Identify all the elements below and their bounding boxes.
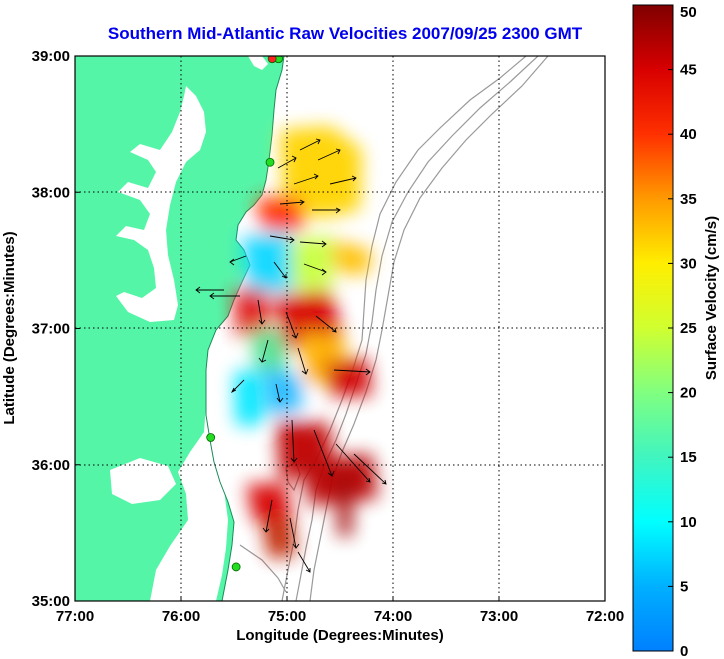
grid-lines (75, 56, 605, 601)
hf-radar-station-marker (267, 56, 277, 64)
lat-tick-label: 36:00 (32, 457, 70, 474)
vector-arrows (195, 138, 387, 573)
colorbar-tick-label: 5 (680, 578, 688, 595)
colorbar (632, 4, 674, 652)
lat-tick-label: 38:00 (32, 184, 70, 201)
delaware-bay (248, 56, 268, 70)
lon-tick-label: 77:00 (56, 608, 94, 625)
map-title: Southern Mid-Atlantic Raw Velocities 200… (108, 24, 583, 43)
x-axis-label: Longitude (Degrees:Minutes) (236, 627, 444, 644)
latitude-axis: 39:00 38:00 37:00 36:00 35:00 (32, 48, 80, 610)
hf-radar-station-marker (231, 562, 241, 572)
lat-tick-label: 35:00 (32, 593, 70, 610)
colorbar-tick-label: 45 (680, 62, 697, 79)
colorbar-tick-label: 10 (680, 514, 697, 531)
bathymetry-contours (239, 56, 549, 601)
y-axis-label: Latitude (Degrees:Minutes) (1, 231, 18, 424)
hf-radar-station-marker (265, 157, 275, 167)
colorbar-tick-label: 40 (680, 126, 697, 143)
lon-tick-label: 74:00 (374, 608, 412, 625)
lon-tick-label: 73:00 (480, 608, 518, 625)
lat-tick-label: 37:00 (32, 321, 70, 338)
velocity-field (234, 126, 378, 558)
lat-tick-label: 39:00 (32, 48, 70, 65)
hf-radar-station-marker (206, 433, 216, 442)
colorbar-tick-label: 20 (680, 385, 697, 402)
colorbar-tick-label: 15 (680, 449, 697, 466)
station-markers (206, 56, 283, 572)
longitude-axis: 77:00 76:00 75:00 74:00 73:00 72:00 (56, 596, 624, 625)
colorbar-tick-label: 50 (680, 4, 697, 21)
lon-tick-label: 76:00 (162, 608, 200, 625)
pamlico-sound (110, 458, 176, 504)
colorbar-tick-label: 35 (680, 191, 697, 208)
colorbar-label: Surface Velocity (cm/s) (703, 216, 720, 380)
colorbar-tick-label: 25 (680, 320, 697, 337)
colorbar-tick-label: 0 (680, 643, 688, 659)
chesapeake-bay (116, 86, 206, 322)
colorbar-tick-label: 30 (680, 255, 697, 272)
colorbar-ticks: 0 5 10 15 20 25 30 35 40 45 50 (668, 4, 697, 659)
lon-tick-label: 75:00 (268, 608, 306, 625)
lon-tick-label: 72:00 (586, 608, 624, 625)
